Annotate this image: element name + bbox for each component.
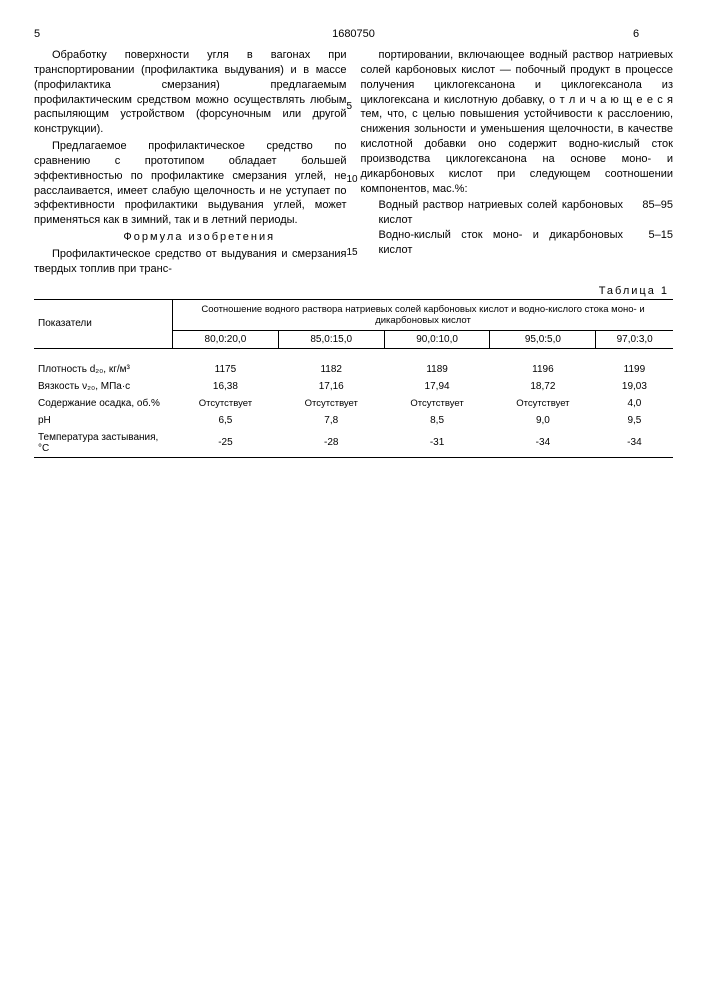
ratio-header: 80,0:20,0 xyxy=(173,330,279,348)
paragraph: портировании, включающее водный раствор … xyxy=(361,48,674,196)
data-table: Показатели Соотношение водного раствора … xyxy=(34,299,673,458)
page-header: 5 1680750 6 xyxy=(34,28,673,40)
component-list: Водный раствор натриевых солей карбоновы… xyxy=(361,198,674,257)
row-label: Плотность d₂₀, кг/м³ xyxy=(34,361,173,378)
component-value: 5–15 xyxy=(623,228,673,258)
cell: 16,38 xyxy=(173,378,279,395)
left-column: Обработку поверхности угля в вагонах при… xyxy=(34,48,347,279)
cell: -34 xyxy=(596,429,673,458)
cell: 1189 xyxy=(384,361,490,378)
cell: Отсутствует xyxy=(173,395,279,412)
page-num-left: 5 xyxy=(34,28,74,40)
component-label: Водный раствор натриевых солей карбоновы… xyxy=(361,198,624,228)
line-number: 5 xyxy=(347,100,353,114)
cell: 1199 xyxy=(596,361,673,378)
cell: 19,03 xyxy=(596,378,673,395)
right-column: 5 10 15 портировании, включающее водный … xyxy=(361,48,674,279)
line-number: 10 xyxy=(347,173,358,187)
table-caption: Таблица 1 xyxy=(34,285,669,297)
document-number: 1680750 xyxy=(74,28,633,40)
row-label: Содержание осадка, об.% xyxy=(34,395,173,412)
row-label: Вязкость ν₂₀, МПа·с xyxy=(34,378,173,395)
cell: 18,72 xyxy=(490,378,596,395)
ratio-header: 97,0:3,0 xyxy=(596,330,673,348)
cell: 8,5 xyxy=(384,412,490,429)
body-text: Обработку поверхности угля в вагонах при… xyxy=(34,48,673,279)
cell: Отсутствует xyxy=(384,395,490,412)
ratio-header: 95,0:5,0 xyxy=(490,330,596,348)
col-header: Показатели xyxy=(34,299,173,348)
cell: 6,5 xyxy=(173,412,279,429)
cell: -31 xyxy=(384,429,490,458)
cell: Отсутствует xyxy=(278,395,384,412)
cell: 17,16 xyxy=(278,378,384,395)
table-row: pH 6,5 7,8 8,5 9,0 9,5 xyxy=(34,412,673,429)
row-label: Температура застывания, °С xyxy=(34,429,173,458)
cell: 1175 xyxy=(173,361,279,378)
paragraph: Профилактическое средство от выдувания и… xyxy=(34,247,347,277)
component-label: Водно-кислый сток моно- и дикарбоновых к… xyxy=(361,228,624,258)
paragraph: Предлагаемое профилактическое средство п… xyxy=(34,139,347,228)
cell: 1196 xyxy=(490,361,596,378)
cell: 17,94 xyxy=(384,378,490,395)
table-row: Вязкость ν₂₀, МПа·с 16,38 17,16 17,94 18… xyxy=(34,378,673,395)
group-header: Соотношение водного раствора натриевых с… xyxy=(173,299,674,330)
cell: 4,0 xyxy=(596,395,673,412)
table-row: Содержание осадка, об.% Отсутствует Отсу… xyxy=(34,395,673,412)
table-row: Плотность d₂₀, кг/м³ 1175 1182 1189 1196… xyxy=(34,361,673,378)
table-row: Температура застывания, °С -25 -28 -31 -… xyxy=(34,429,673,458)
paragraph: Обработку поверхности угля в вагонах при… xyxy=(34,48,347,137)
cell: -28 xyxy=(278,429,384,458)
cell: 7,8 xyxy=(278,412,384,429)
cell: 9,0 xyxy=(490,412,596,429)
cell: 1182 xyxy=(278,361,384,378)
line-number: 15 xyxy=(347,246,358,260)
component-value: 85–95 xyxy=(623,198,673,228)
cell: -25 xyxy=(173,429,279,458)
cell: -34 xyxy=(490,429,596,458)
cell: 9,5 xyxy=(596,412,673,429)
row-label: pH xyxy=(34,412,173,429)
page-num-right: 6 xyxy=(633,28,673,40)
ratio-header: 90,0:10,0 xyxy=(384,330,490,348)
formula-title: Формула изобретения xyxy=(34,230,347,245)
cell: Отсутствует xyxy=(490,395,596,412)
ratio-header: 85,0:15,0 xyxy=(278,330,384,348)
